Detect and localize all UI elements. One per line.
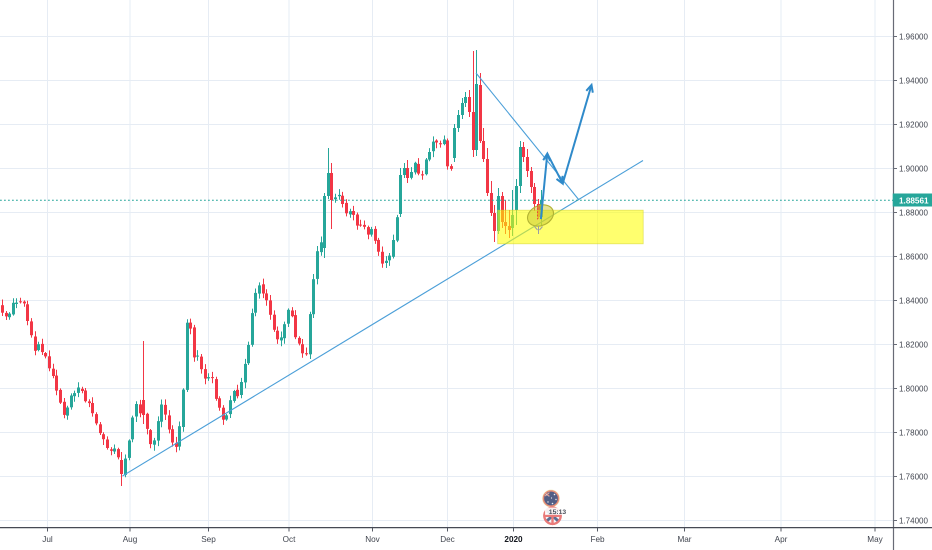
svg-text:Sep: Sep [201,535,216,544]
svg-text:1.96000: 1.96000 [899,33,928,42]
svg-text:1.74000: 1.74000 [899,517,928,526]
svg-text:1.78000: 1.78000 [899,429,928,438]
svg-text:May: May [867,535,883,544]
svg-text:1.80000: 1.80000 [899,385,928,394]
svg-text:Oct: Oct [283,535,296,544]
svg-text:1.88561: 1.88561 [899,196,929,205]
svg-text:1.90000: 1.90000 [899,165,928,174]
svg-text:Apr: Apr [775,535,788,544]
svg-text:Dec: Dec [440,535,455,544]
svg-text:Mar: Mar [677,535,691,544]
svg-text:1.82000: 1.82000 [899,341,928,350]
svg-text:Nov: Nov [365,535,380,544]
svg-text:2020: 2020 [504,535,523,544]
svg-text:1.88000: 1.88000 [899,209,928,218]
svg-text:1.86000: 1.86000 [899,253,928,262]
svg-text:1.76000: 1.76000 [899,473,928,482]
svg-text:Jul: Jul [42,535,53,544]
svg-text:1.84000: 1.84000 [899,297,928,306]
svg-text:1.94000: 1.94000 [899,77,928,86]
svg-text:Feb: Feb [590,535,605,544]
svg-text:15:13: 15:13 [549,509,567,516]
svg-text:Aug: Aug [123,535,138,544]
svg-text:1.92000: 1.92000 [899,121,928,130]
